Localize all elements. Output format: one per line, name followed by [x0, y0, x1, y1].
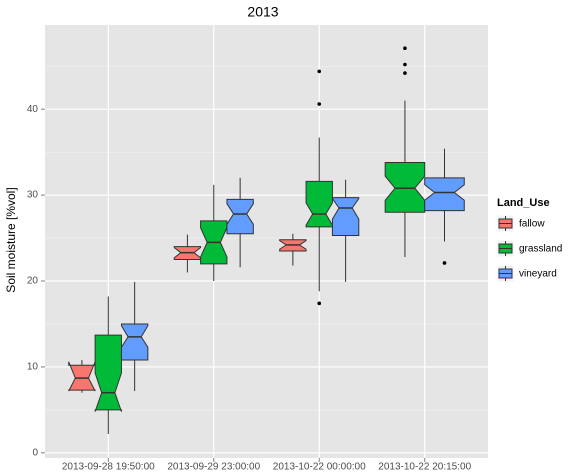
legend-title: Land_Use — [497, 197, 550, 209]
legend-label: grassland — [519, 244, 562, 255]
y-tick-label: 30 — [27, 190, 39, 201]
box — [384, 161, 426, 213]
x-tick-label: 2013-09-28 19:50:00 — [62, 462, 155, 472]
outlier — [403, 46, 407, 50]
box — [94, 334, 122, 412]
box — [424, 177, 465, 212]
y-tick-label: 20 — [27, 276, 39, 287]
plot-panel — [45, 25, 488, 458]
box — [331, 197, 360, 236]
outlier — [442, 261, 447, 265]
legend-label: fallow — [519, 219, 545, 230]
x-tick-label: 2013-10-22 00:00:00 — [273, 462, 366, 472]
outlier — [317, 102, 322, 106]
x-tick-label: 2013-10-22 20:15:00 — [378, 462, 471, 472]
chart-title: 2013 — [247, 4, 278, 20]
y-tick-label: 10 — [27, 362, 39, 373]
box — [305, 180, 333, 228]
x-tick-label: 2013-09-29 23:00:00 — [167, 462, 260, 472]
outlier — [403, 62, 407, 67]
legend-item: grassland — [496, 239, 562, 258]
box — [226, 198, 254, 235]
outlier — [317, 301, 322, 306]
outlier — [403, 71, 407, 75]
legend-item: vineyard — [496, 264, 557, 283]
outlier — [317, 69, 322, 74]
y-tick-label: 40 — [27, 104, 39, 115]
legend-item: fallow — [496, 214, 545, 233]
y-tick-label: 0 — [32, 447, 38, 458]
box — [120, 323, 149, 361]
y-axis-label: Soil moisture [%vol] — [4, 187, 18, 292]
legend-label: vineyard — [519, 269, 557, 280]
